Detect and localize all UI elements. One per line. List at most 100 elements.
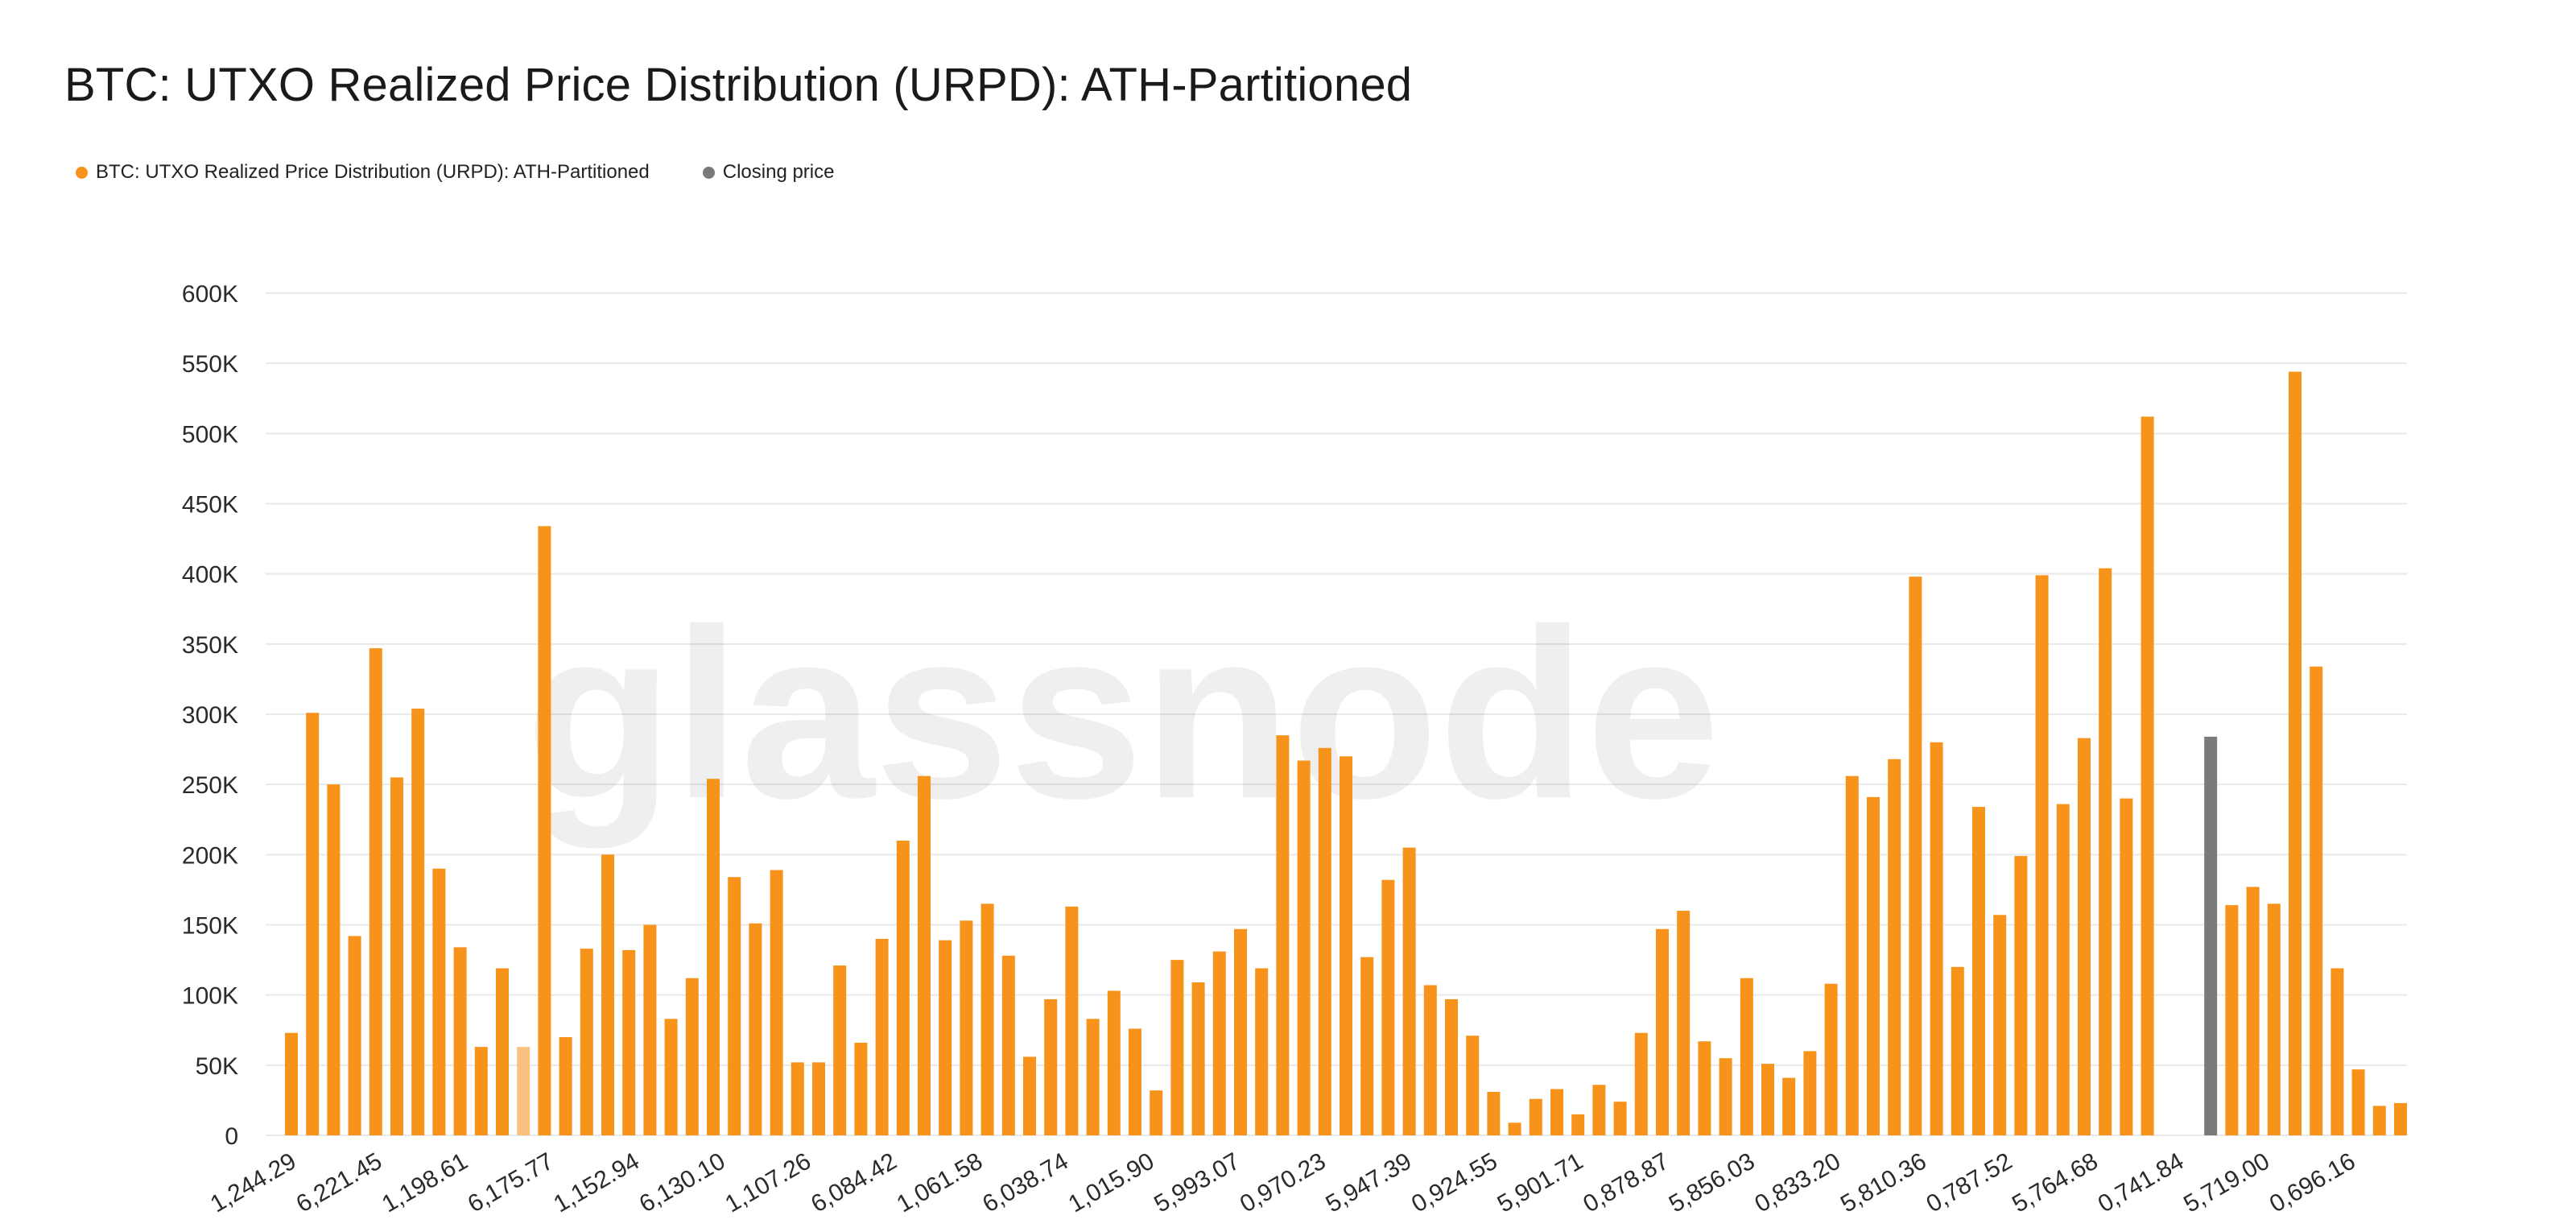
closing-price-bar[interactable]	[2204, 736, 2218, 1135]
bar[interactable]	[1023, 1056, 1036, 1135]
bar[interactable]	[1845, 775, 1859, 1135]
bar[interactable]	[833, 965, 847, 1135]
bar[interactable]	[1803, 1051, 1817, 1135]
bar[interactable]	[496, 968, 509, 1135]
bar[interactable]	[1613, 1102, 1627, 1135]
bar[interactable]	[2310, 666, 2323, 1135]
bar[interactable]	[1761, 1064, 1774, 1135]
bar[interactable]	[2351, 1069, 2365, 1135]
bar[interactable]	[854, 1042, 868, 1135]
bar[interactable]	[559, 1036, 572, 1135]
bar[interactable]	[1255, 968, 1269, 1135]
bar[interactable]	[2056, 804, 2070, 1135]
bar[interactable]	[2140, 416, 2154, 1135]
legend-item-closing-price[interactable]: Closing price	[702, 161, 834, 184]
bar[interactable]	[2394, 1102, 2407, 1135]
bar[interactable]	[1951, 966, 1964, 1135]
bar[interactable]	[1529, 1098, 1542, 1135]
bar[interactable]	[2289, 371, 2301, 1135]
bar[interactable]	[327, 784, 341, 1135]
bar[interactable]	[1571, 1114, 1585, 1135]
bar[interactable]	[306, 713, 320, 1135]
bar[interactable]	[601, 854, 614, 1135]
bar[interactable]	[1150, 1090, 1163, 1135]
bar[interactable]	[1824, 983, 1838, 1135]
bar[interactable]	[1972, 807, 1985, 1135]
bar[interactable]	[622, 949, 636, 1135]
bar[interactable]	[770, 870, 783, 1135]
bar[interactable]	[517, 1047, 530, 1135]
bar[interactable]	[1381, 879, 1395, 1135]
bar[interactable]	[980, 903, 994, 1135]
bar[interactable]	[2330, 968, 2344, 1135]
bar[interactable]	[1677, 911, 1690, 1135]
bar[interactable]	[1656, 928, 1669, 1135]
bar[interactable]	[2099, 568, 2112, 1135]
bar[interactable]	[749, 923, 762, 1135]
bar[interactable]	[1634, 1032, 1648, 1135]
bar[interactable]	[1170, 960, 1184, 1135]
bar[interactable]	[369, 648, 382, 1135]
bar[interactable]	[1993, 915, 2007, 1135]
bar[interactable]	[643, 924, 657, 1136]
bar[interactable]	[1740, 978, 1753, 1135]
bar[interactable]	[1508, 1122, 1521, 1135]
bar[interactable]	[474, 1047, 488, 1135]
bar[interactable]	[2267, 903, 2281, 1135]
bar[interactable]	[1698, 1041, 1711, 1135]
bar[interactable]	[1234, 928, 1247, 1135]
bar[interactable]	[1782, 1077, 1796, 1135]
bar[interactable]	[2225, 905, 2239, 1135]
bar[interactable]	[1466, 1036, 1480, 1135]
bar[interactable]	[1065, 906, 1079, 1135]
bar[interactable]	[1487, 1091, 1501, 1135]
bar[interactable]	[1402, 847, 1416, 1135]
bar[interactable]	[1212, 951, 1226, 1135]
bar[interactable]	[1318, 747, 1331, 1135]
bar[interactable]	[1909, 577, 1922, 1135]
bar[interactable]	[538, 526, 551, 1135]
bar[interactable]	[1086, 1019, 1100, 1135]
bar[interactable]	[348, 936, 361, 1135]
bar[interactable]	[390, 777, 403, 1135]
bar[interactable]	[960, 920, 973, 1135]
bar[interactable]	[432, 868, 446, 1135]
bar[interactable]	[1592, 1085, 1606, 1135]
bar[interactable]	[1867, 796, 1880, 1135]
bar[interactable]	[2246, 887, 2260, 1135]
bar[interactable]	[1445, 998, 1458, 1135]
bar[interactable]	[685, 978, 699, 1135]
bar[interactable]	[664, 1019, 678, 1135]
bar[interactable]	[1550, 1089, 1563, 1135]
bar[interactable]	[1340, 756, 1352, 1135]
bar[interactable]	[2035, 575, 2049, 1135]
bar[interactable]	[918, 775, 931, 1135]
legend-item-urpd[interactable]: BTC: UTXO Realized Price Distribution (U…	[76, 161, 650, 184]
bar[interactable]	[580, 949, 593, 1135]
bar[interactable]	[2014, 856, 2028, 1135]
bar[interactable]	[728, 877, 741, 1135]
bar[interactable]	[285, 1032, 298, 1135]
bar[interactable]	[1888, 759, 1901, 1135]
bar[interactable]	[2372, 1106, 2386, 1135]
bar[interactable]	[1297, 760, 1311, 1135]
bar[interactable]	[791, 1062, 804, 1135]
bar[interactable]	[1719, 1058, 1732, 1135]
bar[interactable]	[896, 840, 910, 1135]
bar[interactable]	[411, 709, 425, 1135]
bar[interactable]	[1001, 955, 1015, 1135]
bar[interactable]	[1276, 735, 1290, 1135]
bar[interactable]	[707, 779, 720, 1135]
bar[interactable]	[875, 938, 889, 1135]
bar[interactable]	[812, 1062, 825, 1135]
bar[interactable]	[453, 947, 467, 1135]
bar[interactable]	[1129, 1028, 1141, 1135]
bar[interactable]	[1360, 957, 1374, 1135]
bar[interactable]	[2120, 798, 2133, 1135]
bar[interactable]	[1107, 990, 1121, 1135]
bar[interactable]	[939, 940, 952, 1135]
bar[interactable]	[1191, 982, 1205, 1135]
bar[interactable]	[1930, 742, 1943, 1135]
bar[interactable]	[1044, 998, 1058, 1135]
bar[interactable]	[2078, 738, 2091, 1135]
